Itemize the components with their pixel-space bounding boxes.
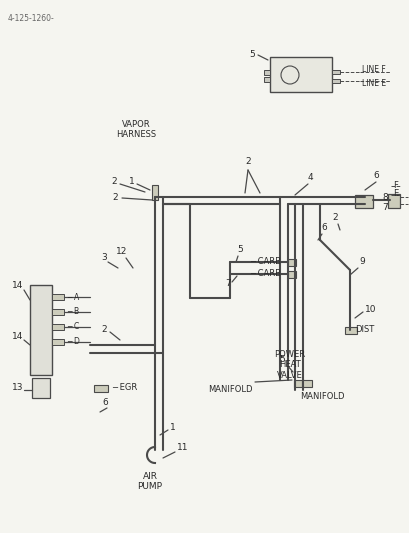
Text: 11: 11 — [177, 443, 188, 453]
Bar — [287, 271, 295, 278]
Text: 13: 13 — [12, 384, 24, 392]
Text: 4-125-1260-: 4-125-1260- — [8, 14, 55, 23]
Text: 1: 1 — [129, 177, 135, 187]
Text: 5: 5 — [236, 246, 242, 254]
Bar — [52, 324, 64, 330]
Text: ─ CARB: ─ CARB — [249, 257, 280, 266]
Text: 7: 7 — [381, 203, 387, 212]
Text: POWER
HEAT
VALVE: POWER HEAT VALVE — [274, 350, 305, 380]
Text: MANIFOLD: MANIFOLD — [299, 392, 344, 401]
Text: 10: 10 — [364, 305, 375, 314]
Text: 14: 14 — [12, 333, 24, 342]
Bar — [52, 309, 64, 315]
Text: DIST: DIST — [354, 326, 373, 335]
Bar — [331, 79, 339, 83]
Text: 1: 1 — [170, 424, 175, 432]
Text: ─ C: ─ C — [67, 322, 79, 332]
Text: 5: 5 — [249, 50, 254, 59]
Text: 5: 5 — [279, 356, 284, 365]
Text: 8: 8 — [381, 192, 387, 201]
Text: 2: 2 — [245, 157, 250, 166]
Text: 3: 3 — [101, 254, 107, 262]
Text: MANIFOLD: MANIFOLD — [208, 385, 252, 394]
Text: 6: 6 — [372, 171, 378, 180]
Bar — [354, 195, 372, 208]
Bar — [32, 378, 50, 398]
Bar — [287, 259, 295, 266]
Text: 7: 7 — [225, 279, 230, 288]
Bar — [387, 194, 399, 208]
Text: 12: 12 — [116, 247, 127, 256]
Text: LINE F: LINE F — [361, 64, 385, 74]
Text: 4: 4 — [306, 174, 312, 182]
Circle shape — [280, 66, 298, 84]
Text: 14: 14 — [12, 280, 24, 289]
Bar — [344, 327, 356, 334]
Bar — [52, 339, 64, 345]
Bar — [270, 57, 331, 92]
Text: LINE E: LINE E — [361, 78, 385, 87]
Bar — [152, 185, 157, 200]
Bar — [30, 285, 52, 375]
Bar — [263, 77, 270, 82]
Text: VAPOR
HARNESS: VAPOR HARNESS — [116, 120, 156, 140]
Bar — [301, 380, 311, 387]
Bar — [293, 380, 303, 387]
Text: ─ CARB: ─ CARB — [249, 270, 280, 279]
Text: ─ EGR: ─ EGR — [112, 384, 137, 392]
Text: ─ A: ─ A — [67, 293, 79, 302]
Text: 6: 6 — [102, 399, 108, 408]
Text: 2: 2 — [101, 326, 107, 335]
Bar — [263, 70, 270, 75]
Bar — [94, 385, 108, 392]
Text: 2: 2 — [331, 214, 337, 222]
Text: 2: 2 — [111, 177, 117, 187]
Text: F: F — [392, 181, 397, 190]
Text: ─ D: ─ D — [67, 337, 80, 346]
Text: ─ B: ─ B — [67, 308, 79, 317]
Text: 2: 2 — [112, 193, 117, 203]
Text: AIR
PUMP: AIR PUMP — [137, 472, 162, 491]
Bar — [52, 294, 64, 300]
Text: 9: 9 — [358, 257, 364, 266]
Bar — [331, 70, 339, 74]
Text: E: E — [392, 190, 397, 198]
Text: 6: 6 — [320, 223, 326, 232]
